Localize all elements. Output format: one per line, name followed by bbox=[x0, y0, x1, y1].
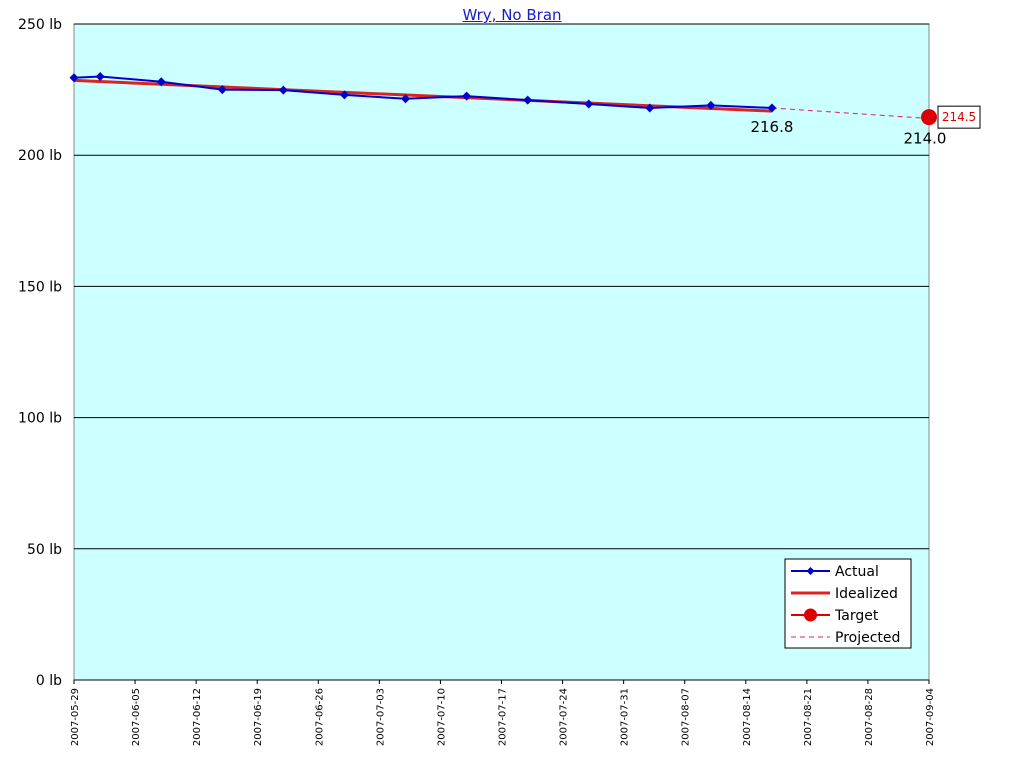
x-tick-label: 2007-06-05 bbox=[131, 688, 142, 746]
target-value-label: 214.5 bbox=[942, 110, 976, 124]
x-tick-label: 2007-08-28 bbox=[864, 688, 875, 746]
legend: Actual Idealized Target Projected bbox=[784, 558, 912, 649]
actual-point bbox=[645, 103, 655, 113]
x-tick-label: 2007-08-14 bbox=[742, 688, 753, 746]
data-label: 214.0 bbox=[904, 129, 947, 147]
x-tick-label: 2007-07-24 bbox=[559, 688, 570, 746]
target-point bbox=[921, 109, 937, 126]
actual-point bbox=[156, 77, 166, 87]
actual-point bbox=[217, 85, 227, 95]
data-label: 216.8 bbox=[750, 118, 793, 136]
actual-point bbox=[584, 99, 594, 109]
actual-point bbox=[339, 90, 349, 100]
actual-point bbox=[95, 71, 105, 81]
actual-point bbox=[767, 103, 777, 113]
x-tick-label: 2007-09-04 bbox=[925, 688, 936, 746]
actual-point bbox=[706, 100, 716, 110]
legend-label: Idealized bbox=[835, 586, 898, 602]
x-tick-label: 2007-07-10 bbox=[436, 688, 447, 746]
y-tick-label: 100 lb bbox=[18, 411, 62, 427]
x-tick-label: 2007-05-29 bbox=[70, 688, 81, 746]
y-tick-label: 250 lb bbox=[18, 17, 62, 33]
y-tick-label: 0 lb bbox=[36, 673, 62, 689]
x-tick-label: 2007-07-03 bbox=[375, 688, 386, 746]
x-tick-label: 2007-06-26 bbox=[314, 688, 325, 746]
y-tick-label: 150 lb bbox=[18, 279, 62, 295]
actual-point bbox=[278, 85, 288, 95]
x-tick-label: 2007-08-07 bbox=[681, 688, 692, 746]
chart-title[interactable]: Wry, No Bran bbox=[462, 6, 562, 24]
legend-swatch-marker bbox=[804, 608, 817, 622]
annotations-layer: 216.8 214.0 214.5 bbox=[750, 105, 981, 147]
target-value-box bbox=[937, 105, 981, 129]
x-tick-label: 2007-08-21 bbox=[803, 688, 814, 746]
actual-point bbox=[523, 95, 533, 105]
x-tick-label: 2007-07-17 bbox=[498, 688, 509, 746]
x-tick-label: 2007-07-31 bbox=[620, 688, 631, 746]
y-tick-label: 50 lb bbox=[27, 542, 62, 558]
actual-point bbox=[69, 73, 79, 83]
y-tick-label: 200 lb bbox=[18, 148, 62, 164]
actual-point bbox=[401, 94, 411, 104]
series-layer bbox=[69, 71, 937, 126]
legend-label: Target bbox=[834, 608, 879, 624]
legend-label: Actual bbox=[835, 564, 879, 580]
legend-swatch-marker bbox=[806, 567, 815, 575]
x-tick-label: 2007-06-12 bbox=[192, 688, 203, 746]
x-tick-label: 2007-06-19 bbox=[253, 688, 264, 746]
legend-label: Projected bbox=[835, 630, 900, 646]
x-axis-ticks: 2007-05-29 2007-06-05 2007-06-12 2007-06-19… bbox=[70, 680, 936, 746]
y-axis-ticks: 0 lb 50 lb 100 lb 150 lb 200 lb 250 lb bbox=[18, 17, 62, 689]
legend-box bbox=[784, 558, 912, 649]
actual-point bbox=[462, 91, 472, 101]
